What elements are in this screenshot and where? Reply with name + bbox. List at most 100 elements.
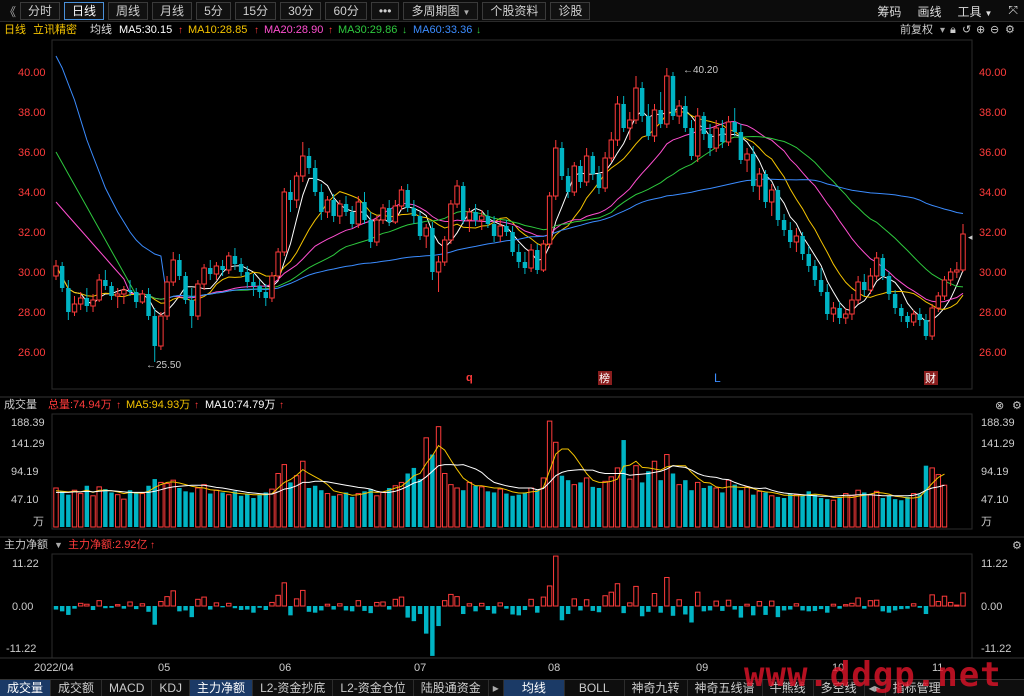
tab-northbound-flow[interactable]: 陆股通资金 bbox=[414, 680, 489, 696]
volume-bar bbox=[380, 491, 386, 528]
flow-dropdown-icon[interactable]: ▼ bbox=[54, 540, 63, 550]
flow-bar bbox=[800, 606, 805, 611]
flow-bar bbox=[417, 606, 423, 615]
multi-period-button[interactable]: 多周期图 ▼ bbox=[403, 2, 479, 20]
flow-bar bbox=[306, 606, 312, 612]
tab-turnover[interactable]: 成交额 bbox=[51, 680, 103, 696]
tab-long-short-line[interactable]: 多空线 bbox=[814, 680, 865, 696]
tab-boll[interactable]: BOLL bbox=[565, 680, 625, 696]
candle-body bbox=[583, 155, 590, 183]
volume-settings-icon[interactable]: ⚙ bbox=[1012, 400, 1022, 412]
adjust-mode[interactable]: 前复权 bbox=[900, 22, 933, 36]
candle-body bbox=[251, 282, 256, 286]
candle-body bbox=[293, 175, 300, 201]
tab-bull-bear-line[interactable]: 牛熊线 bbox=[763, 680, 814, 696]
tab-monthly[interactable]: 月线 bbox=[152, 2, 193, 20]
candle-body bbox=[750, 154, 756, 186]
volume-tick-label: 47.10 bbox=[11, 494, 39, 506]
candle-body bbox=[263, 292, 269, 298]
candle-body bbox=[497, 225, 503, 237]
tab-macd[interactable]: MACD bbox=[102, 680, 153, 696]
event-marker-finance[interactable]: 财 bbox=[925, 371, 936, 385]
tab-main-net-flow[interactable]: 主力净额 bbox=[190, 680, 254, 696]
tab-kdj[interactable]: KDJ bbox=[152, 680, 191, 696]
price-tick-label: 26.00 bbox=[979, 347, 1007, 359]
flow-title[interactable]: 主力净额 bbox=[4, 537, 48, 551]
candlestick-series bbox=[53, 68, 966, 362]
volume-bar bbox=[683, 480, 688, 527]
draw-button[interactable]: 画线 bbox=[917, 5, 942, 19]
volume-bar bbox=[152, 479, 157, 527]
tab-15min[interactable]: 15分 bbox=[234, 2, 277, 20]
candle-body bbox=[744, 153, 750, 161]
close-volume-icon[interactable]: ⊗ bbox=[995, 400, 1004, 412]
ma5-line bbox=[55, 105, 964, 323]
volume-bar bbox=[830, 499, 837, 528]
tab-60min[interactable]: 60分 bbox=[325, 2, 367, 20]
chevron-down-icon: ▼ bbox=[984, 9, 993, 18]
volume-bar bbox=[781, 498, 787, 527]
tab-l2-position[interactable]: L2-资金仓位 bbox=[333, 680, 414, 696]
flow-bar bbox=[114, 604, 121, 607]
tab-l2-bottom-fishing[interactable]: L2-资金抄底 bbox=[253, 680, 334, 696]
tools-button[interactable]: 工具 ▼ bbox=[957, 3, 992, 20]
dropdown-icon[interactable]: ▾ bbox=[940, 25, 945, 36]
event-marker-q[interactable]: q bbox=[466, 372, 473, 384]
tab-30min[interactable]: 30分 bbox=[280, 2, 322, 20]
tab-magic-nine[interactable]: 神奇九转 bbox=[625, 680, 688, 696]
more-periods-button[interactable]: ••• bbox=[370, 2, 400, 20]
volume-title[interactable]: 成交量 bbox=[4, 397, 37, 411]
indicator-manager-button[interactable]: 指标管理 bbox=[892, 681, 941, 695]
flow-bar bbox=[220, 606, 225, 608]
volume-bar bbox=[670, 473, 676, 527]
rotate-icon[interactable]: ↺ bbox=[962, 24, 971, 36]
candle-body bbox=[707, 134, 713, 148]
tab-ma[interactable]: 均线 bbox=[503, 680, 565, 696]
event-marker-rank[interactable]: 榜 bbox=[599, 371, 610, 385]
candle-body bbox=[479, 215, 485, 221]
tab-daily[interactable]: 日线 bbox=[64, 2, 105, 20]
price-tick-label: 36.00 bbox=[979, 147, 1007, 159]
stock-info-button[interactable]: 个股资料 bbox=[482, 2, 547, 20]
zoom-out-icon[interactable]: ⊖ bbox=[990, 24, 999, 36]
tab-magic-five-lines[interactable]: 神奇五线谱 bbox=[688, 680, 763, 696]
flow-bar bbox=[880, 606, 886, 612]
fullscreen-icon[interactable]: ⤧ bbox=[1008, 3, 1018, 17]
candle-body bbox=[504, 226, 509, 232]
volume-bar bbox=[121, 498, 127, 528]
settings-icon[interactable]: ⚙ bbox=[1005, 24, 1015, 36]
candle-body bbox=[473, 212, 478, 220]
volume-ma5: MA5:94.93万 bbox=[126, 399, 190, 411]
flow-bar bbox=[441, 600, 448, 607]
candle-body bbox=[435, 261, 442, 273]
candle-body bbox=[781, 220, 787, 230]
volume-bar bbox=[862, 492, 867, 527]
ma-label[interactable]: 均线 bbox=[90, 22, 112, 36]
zoom-in-icon[interactable]: ⊕ bbox=[976, 24, 985, 36]
tabs-scroll-right-icon[interactable]: ▸ bbox=[489, 680, 504, 696]
tab-5min[interactable]: 5分 bbox=[196, 2, 231, 20]
tabs-scroll-icon[interactable]: ◂▸ bbox=[865, 680, 886, 696]
candle-body bbox=[362, 202, 367, 220]
candle-body bbox=[114, 293, 121, 297]
volume-bar bbox=[263, 492, 269, 527]
lock-icon[interactable]: 🔒︎ bbox=[950, 24, 956, 36]
back-nav-icon[interactable]: 《 bbox=[4, 5, 17, 19]
chips-button[interactable]: 筹码 bbox=[877, 5, 902, 19]
flow-settings-icon[interactable]: ⚙ bbox=[1012, 540, 1022, 552]
tab-volume[interactable]: 成交量 bbox=[0, 680, 52, 696]
volume-bar bbox=[676, 484, 682, 528]
tab-intraday[interactable]: 分时 bbox=[20, 2, 61, 20]
candle-body bbox=[77, 297, 84, 305]
tab-weekly[interactable]: 周线 bbox=[108, 2, 149, 20]
flow-bar bbox=[423, 606, 429, 634]
volume-bar bbox=[639, 482, 645, 527]
ma20-value: MA20:28.90 bbox=[264, 24, 323, 36]
volume-bar bbox=[941, 484, 948, 528]
volume-bar bbox=[312, 485, 318, 527]
event-marker-l[interactable]: L bbox=[714, 371, 721, 385]
date-tick-label: 09 bbox=[696, 662, 708, 674]
diagnose-button[interactable]: 诊股 bbox=[550, 2, 591, 20]
flow-bar bbox=[522, 606, 528, 611]
flow-bar bbox=[565, 606, 571, 615]
